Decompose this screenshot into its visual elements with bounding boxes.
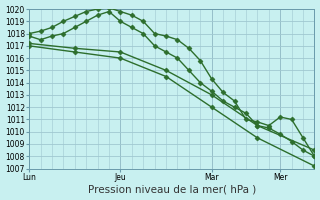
X-axis label: Pression niveau de la mer( hPa ): Pression niveau de la mer( hPa ) — [88, 184, 256, 194]
